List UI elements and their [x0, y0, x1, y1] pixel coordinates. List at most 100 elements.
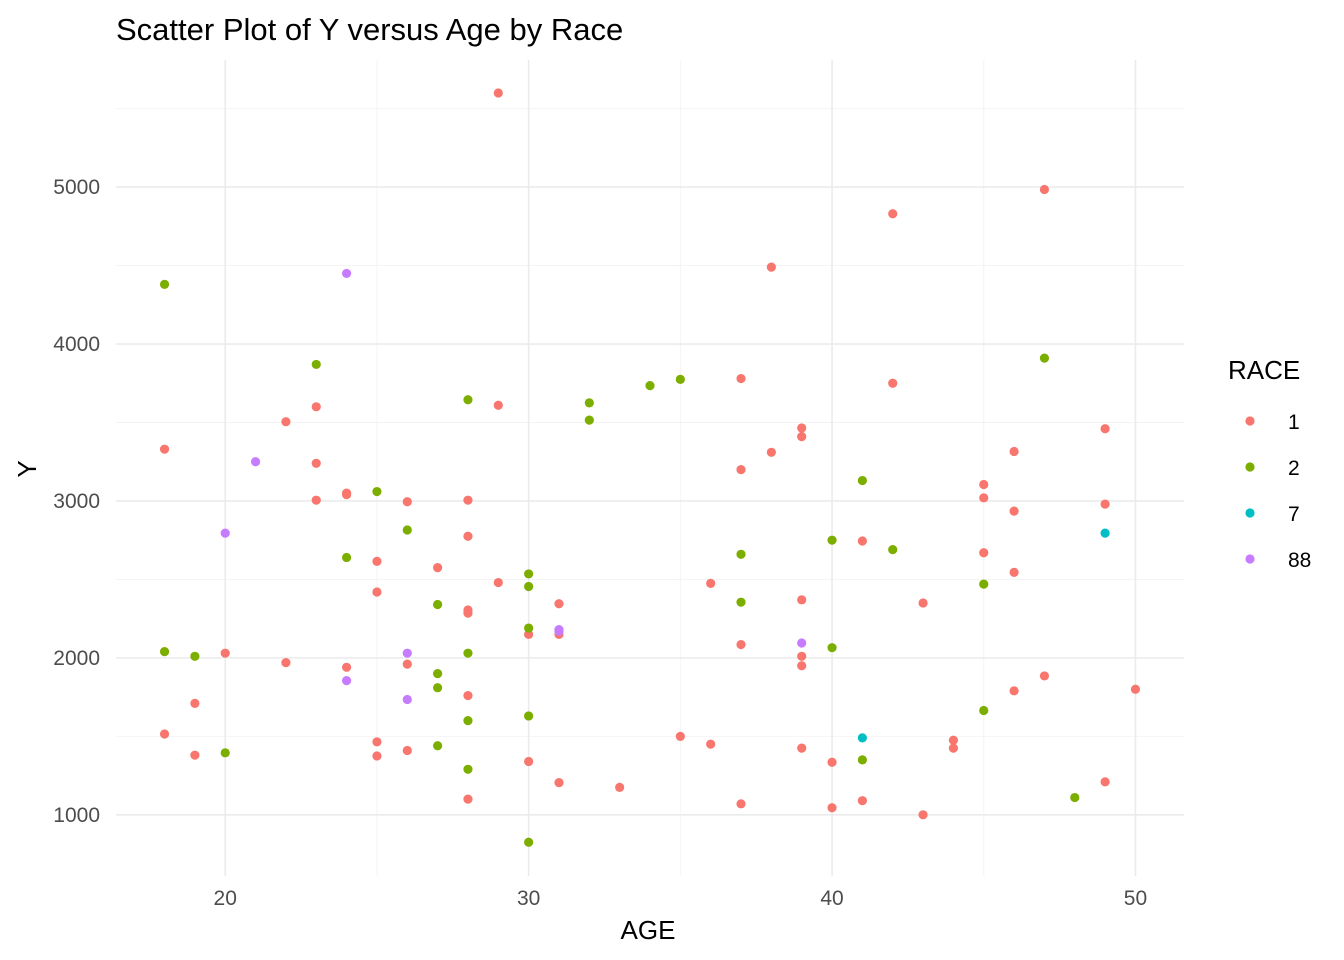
data-point	[554, 599, 564, 609]
data-point	[463, 690, 473, 701]
data-point	[372, 587, 382, 597]
data-point	[736, 549, 746, 559]
data-point	[615, 782, 625, 792]
data-point	[190, 750, 200, 760]
data-point	[463, 764, 473, 774]
data-point	[433, 668, 443, 679]
data-point	[524, 711, 534, 721]
data-point	[463, 531, 473, 541]
data-point	[402, 497, 412, 507]
data-point	[797, 743, 807, 753]
data-point	[888, 378, 898, 388]
data-point	[888, 545, 898, 555]
data-point	[524, 756, 534, 767]
data-point	[797, 638, 807, 648]
legend-item-88: 88	[1245, 549, 1311, 572]
data-point	[979, 579, 989, 589]
data-point	[736, 799, 746, 809]
data-point	[584, 415, 594, 425]
x-tick-label: 20	[214, 887, 237, 910]
data-point	[372, 486, 382, 497]
data-point	[250, 457, 261, 467]
data-point	[827, 643, 837, 653]
data-point	[888, 209, 898, 219]
legend-swatch	[1245, 462, 1255, 472]
data-point	[979, 705, 989, 716]
data-point	[463, 648, 473, 658]
data-point	[857, 755, 867, 765]
data-point	[554, 625, 564, 635]
data-point	[1130, 684, 1141, 694]
legend: RACE 1 2 7 88	[1228, 355, 1311, 572]
y-tick-label: 2000	[53, 647, 100, 670]
data-point	[372, 556, 382, 566]
data-point	[433, 563, 443, 573]
legend-item-7: 7	[1245, 503, 1300, 526]
data-point	[463, 495, 473, 505]
data-point	[736, 639, 746, 650]
data-point	[1100, 777, 1110, 787]
data-point	[584, 398, 594, 408]
legend-swatch	[1245, 416, 1255, 426]
data-point	[311, 458, 321, 468]
data-point	[341, 662, 352, 672]
x-axis-title: AGE	[621, 915, 676, 945]
y-tick-label: 3000	[53, 490, 100, 513]
data-point	[463, 794, 473, 804]
data-point	[554, 778, 564, 788]
y-tick-label: 5000	[53, 176, 100, 199]
data-point	[736, 373, 746, 384]
data-point	[341, 676, 352, 686]
y-tick-label: 1000	[53, 804, 100, 827]
data-point	[1009, 686, 1019, 696]
legend-swatch	[1245, 508, 1255, 518]
data-point	[1100, 424, 1110, 434]
data-point	[918, 810, 928, 820]
series-7	[857, 528, 1110, 743]
x-tick-label: 40	[820, 887, 843, 910]
data-point	[159, 729, 170, 739]
data-point	[341, 552, 352, 563]
legend-swatch	[1245, 554, 1255, 564]
data-point	[311, 359, 321, 370]
data-point	[159, 279, 170, 289]
series-1	[159, 88, 1141, 820]
data-point	[190, 698, 200, 708]
legend-label: 1	[1288, 411, 1300, 434]
data-point	[827, 757, 837, 767]
data-point	[190, 651, 200, 661]
grid-lines	[116, 60, 1184, 876]
data-point	[463, 608, 473, 618]
data-point	[797, 661, 807, 671]
x-tick-label: 30	[517, 887, 540, 910]
legend-item-2: 2	[1245, 457, 1300, 480]
legend-item-1: 1	[1245, 411, 1300, 434]
data-point	[220, 528, 230, 538]
data-point	[857, 536, 867, 546]
legend-items: 1 2 7 88	[1245, 411, 1311, 572]
data-point	[402, 659, 412, 669]
data-point	[857, 796, 867, 806]
data-point	[524, 623, 534, 633]
data-point	[827, 535, 837, 545]
data-point	[1009, 446, 1019, 457]
data-point	[220, 748, 230, 758]
data-point	[281, 417, 291, 427]
data-point	[1009, 506, 1019, 516]
data-point	[1009, 567, 1019, 577]
data-point	[675, 374, 685, 384]
data-point	[1039, 184, 1050, 195]
data-point	[433, 741, 443, 751]
y-axis-title: Y	[12, 460, 42, 477]
data-point	[402, 648, 412, 658]
data-point	[1070, 792, 1080, 803]
data-point	[979, 548, 989, 558]
data-point	[675, 731, 685, 741]
legend-label: 7	[1288, 503, 1300, 526]
data-point	[797, 595, 807, 605]
data-point	[159, 444, 170, 454]
axes: 20 30 40 50 1000 2000 3000 4000 5000	[53, 176, 1147, 910]
data-point	[1100, 528, 1110, 538]
